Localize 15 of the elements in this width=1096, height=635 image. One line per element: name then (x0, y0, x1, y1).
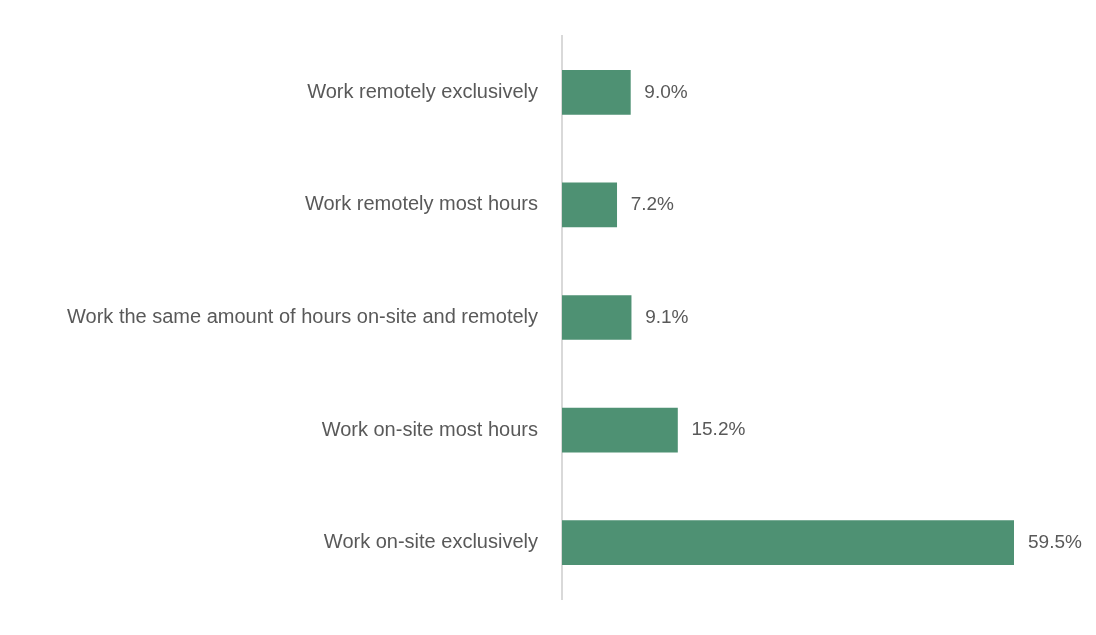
data-label: 9.0% (644, 80, 688, 102)
bar (562, 520, 1014, 566)
y-tick-label: Work remotely most hours (304, 192, 538, 215)
data-label: 15.2% (691, 418, 746, 440)
data-label: 7.2% (630, 193, 675, 215)
y-tick-label: Work on-site exclusively (323, 530, 538, 553)
bar (562, 182, 618, 228)
data-label: 59.5% (1028, 530, 1082, 552)
bar (562, 407, 678, 453)
bar (562, 69, 631, 115)
y-tick-label: Work on-site most hours (321, 417, 538, 440)
y-tick-label: Work remotely exclusively (307, 79, 538, 102)
bar (562, 295, 632, 340)
y-tick-label: Work the same amount of hours on-site and remotely (67, 305, 538, 328)
data-label: 9.1% (645, 305, 689, 327)
